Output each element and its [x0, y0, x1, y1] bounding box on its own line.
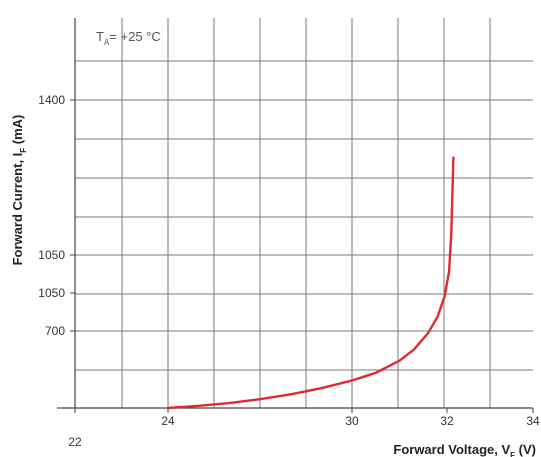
x-tick-label: 24 [161, 414, 175, 428]
forward-current-curve [166, 156, 455, 410]
x-tick-label: 22 [68, 435, 82, 449]
x-tick-label: 30 [345, 414, 359, 428]
x-tick-label: 34 [526, 414, 540, 428]
axes [57, 18, 533, 409]
tick-labels: 22 24 30 32 34 700 1050 1050 1400 [38, 93, 540, 449]
y-tick-label: 1050 [38, 286, 65, 300]
y-tick-label: 1400 [38, 93, 65, 107]
x-tick-label: 32 [440, 414, 454, 428]
y-axis-title: Forward Current, IF (mA) [10, 115, 28, 266]
y-tick-label: 700 [45, 324, 65, 338]
temperature-annotation: TA= +25 °C [96, 29, 161, 47]
x-axis-title: Forward Voltage, VF (V) [393, 442, 536, 457]
y-tick-label: 1050 [38, 248, 65, 262]
grid [75, 18, 533, 408]
series-layer [166, 156, 455, 410]
